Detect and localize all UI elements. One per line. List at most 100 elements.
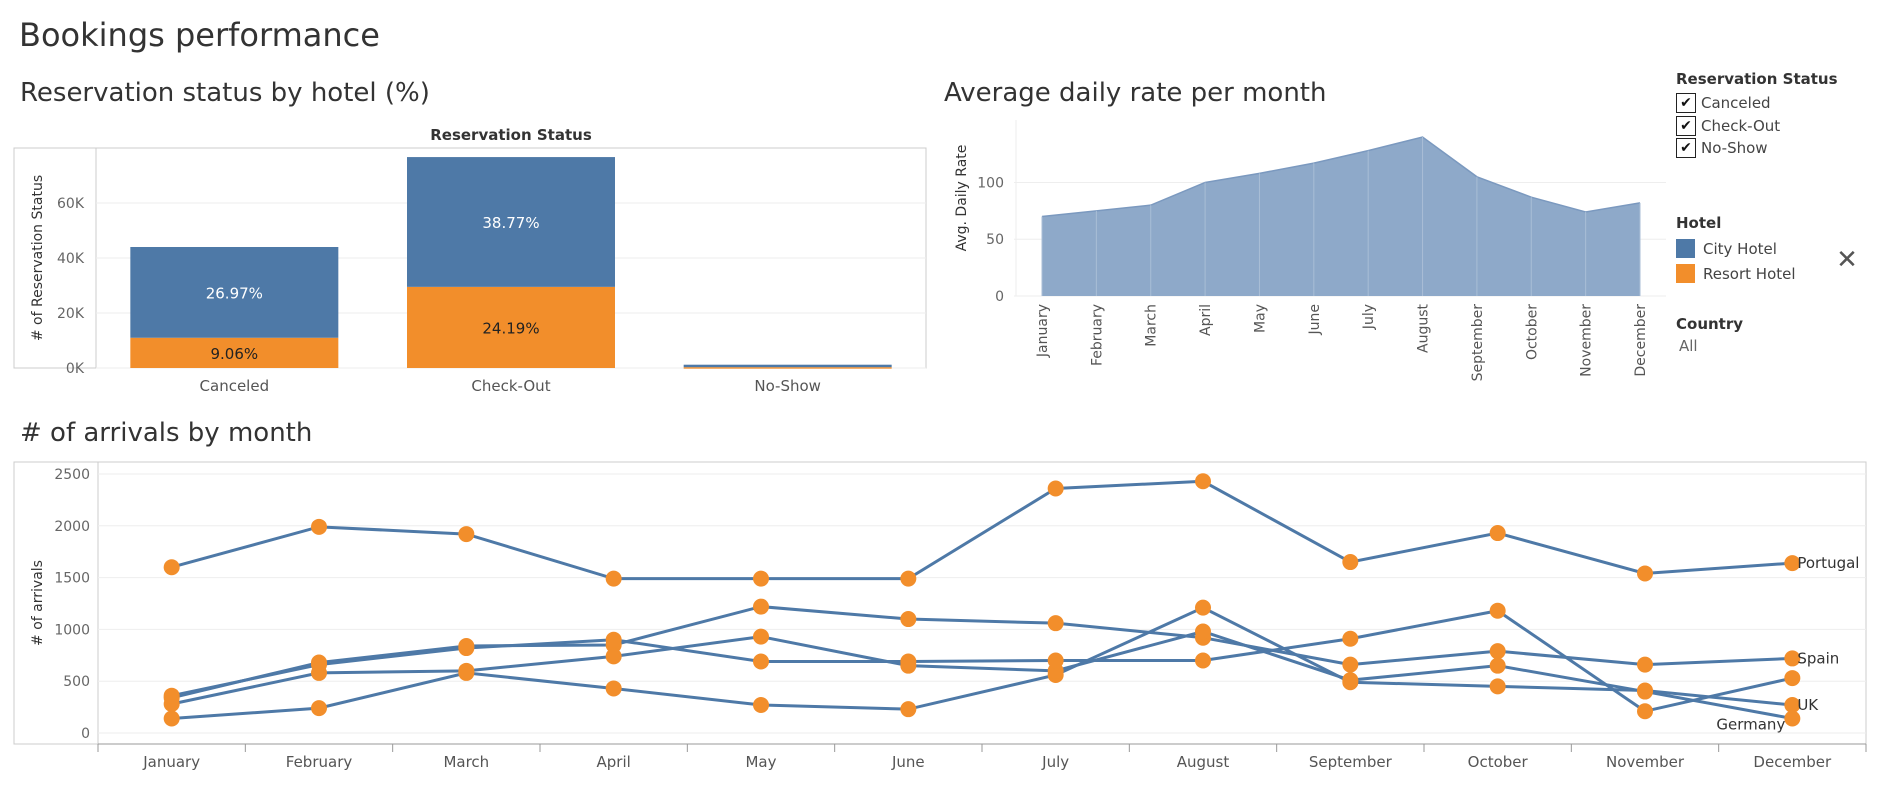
bar-segment [683, 364, 892, 368]
reservation-status-filter: Reservation Status ✔ Canceled ✔ Check-Ou… [1676, 70, 1838, 160]
legend-item-label: City Hotel [1703, 239, 1777, 258]
x-tick-label: September [1470, 304, 1486, 382]
filter-item-label: Check-Out [1701, 116, 1781, 135]
data-point [311, 518, 327, 535]
data-point [753, 628, 769, 645]
reservation-status-filter-title: Reservation Status [1676, 70, 1838, 88]
checkbox-icon[interactable]: ✔ [1676, 115, 1696, 136]
country-filter-title: Country [1676, 315, 1744, 333]
x-tick-label: November [1606, 753, 1685, 771]
data-point [753, 598, 769, 615]
y-tick-label: 0 [81, 726, 90, 742]
data-point [900, 611, 917, 628]
data-point [458, 526, 475, 543]
country-filter-value[interactable]: All [1679, 337, 1698, 355]
data-point [1489, 643, 1506, 660]
y-tick-label: 40K [57, 251, 85, 267]
y-tick-label: 0 [995, 289, 1004, 305]
data-point [1342, 672, 1359, 689]
arrivals-chart-title: # of arrivals by month [20, 418, 313, 448]
y-tick-label: 1500 [54, 571, 90, 587]
x-tick-label: August [1177, 753, 1230, 771]
adr-area-chart[interactable]: 0 50 100 Avg. Daily Rate January February Marc… [940, 110, 1680, 395]
y-axis-label: # of Reservation Status [30, 175, 46, 341]
data-point [1784, 555, 1801, 572]
data-point [1195, 599, 1211, 616]
filter-item-check-out[interactable]: ✔ Check-Out [1676, 115, 1838, 138]
data-point [605, 680, 622, 697]
data-point [1637, 565, 1653, 582]
series-end-label: Germany [1716, 715, 1785, 733]
x-tick-label: March [443, 753, 489, 771]
data-point [753, 570, 769, 587]
data-point [311, 700, 327, 717]
x-tick-label: December [1633, 304, 1649, 377]
checkbox-icon[interactable]: ✔ [1676, 93, 1696, 114]
close-icon[interactable]: ✕ [1836, 245, 1858, 275]
data-point [163, 710, 180, 727]
adr-chart-title: Average daily rate per month [944, 78, 1327, 108]
legend-item-city-hotel[interactable]: City Hotel [1676, 236, 1796, 261]
x-tick-label: June [891, 753, 925, 771]
data-point [1047, 480, 1064, 497]
data-point [1489, 657, 1506, 674]
dashboard-title: Bookings performance [19, 16, 380, 54]
filter-item-label: Canceled [1701, 94, 1771, 113]
data-point [900, 653, 917, 670]
y-tick-label: 0K [66, 361, 85, 377]
filter-item-no-show[interactable]: ✔ No-Show [1676, 137, 1838, 160]
arrivals-line-chart[interactable]: 0 500 1000 1500 2000 2500 # of arrivals January… [0, 452, 1880, 782]
data-point [1489, 678, 1506, 695]
data-point [1047, 652, 1064, 669]
x-tick-label: February [286, 753, 353, 771]
series-line [171, 609, 1793, 713]
bar-data-label: 24.19% [482, 319, 539, 337]
y-tick-label: 500 [63, 674, 90, 690]
resort-hotel-swatch [1676, 264, 1695, 283]
bar-data-label: 9.06% [211, 345, 259, 363]
x-tick-label: Check-Out [471, 377, 550, 395]
x-tick-label: Canceled [200, 377, 270, 395]
x-tick-label: July [1041, 753, 1069, 771]
y-axis-label: Avg. Daily Rate [954, 145, 970, 252]
data-point [1637, 656, 1653, 673]
legend-item-label: Resort Hotel [1703, 264, 1796, 283]
series-end-label: Portugal [1797, 554, 1859, 572]
bar-data-label: 38.77% [482, 214, 539, 232]
data-point [1637, 703, 1653, 720]
x-tick-label: May [1252, 304, 1268, 333]
data-point [1342, 656, 1359, 673]
filter-item-canceled[interactable]: ✔ Canceled [1676, 92, 1838, 115]
column-header: Reservation Status [430, 126, 592, 144]
data-point [163, 687, 180, 704]
y-tick-label: 2000 [54, 519, 90, 535]
y-tick-label: 50 [986, 232, 1004, 248]
x-tick-label: October [1524, 304, 1540, 360]
series-line [171, 605, 1793, 700]
checkbox-icon[interactable]: ✔ [1676, 138, 1696, 159]
bar-data-label: 26.97% [206, 284, 263, 302]
x-tick-label: No-Show [754, 377, 821, 395]
series-line [171, 479, 1793, 581]
x-tick-label: June [1307, 304, 1323, 336]
y-tick-label: 2500 [54, 467, 90, 483]
x-tick-label: September [1309, 753, 1393, 771]
reservation-status-bar-chart[interactable]: Reservation Status 0K 20K 40K 60K # of Reserv… [0, 118, 940, 400]
legend-item-resort-hotel[interactable]: Resort Hotel [1676, 261, 1796, 286]
y-tick-label: 1000 [54, 622, 90, 638]
data-point [1342, 630, 1359, 647]
x-tick-label: January [1035, 304, 1051, 358]
data-point [1784, 650, 1801, 667]
bar-segment [407, 286, 615, 368]
area-line [1041, 136, 1641, 218]
data-point [1195, 652, 1211, 669]
reservation-status-chart-title: Reservation status by hotel (%) [20, 78, 430, 108]
country-filter: Country All [1676, 315, 1743, 355]
series-end-label: Spain [1797, 649, 1839, 667]
series-line [171, 605, 1793, 720]
x-tick-label: October [1468, 753, 1529, 771]
data-point [900, 570, 917, 587]
x-tick-label: May [745, 753, 776, 771]
data-point [1784, 697, 1801, 714]
data-point [1195, 623, 1211, 640]
